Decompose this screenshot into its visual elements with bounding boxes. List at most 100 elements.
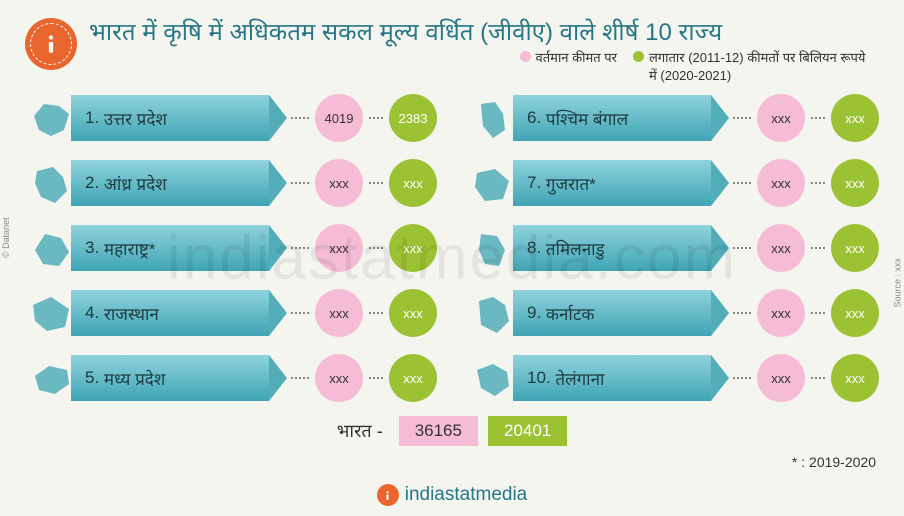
india-total-current: 36165 [399,416,478,446]
state-map-icon [25,157,77,209]
state-map-icon [25,352,77,404]
legend-constant-label: लगातार (2011-12) कीमतों पर बिलियन रूपये … [649,48,873,84]
state-banner: 10. तेलंगाना [513,355,711,401]
value-current: xxx [757,159,805,207]
connector [291,117,309,119]
state-rank: 2. [85,173,99,193]
state-name: कर्नाटक [546,302,595,325]
value-current: xxx [757,224,805,272]
footer-brand-text: indiastatmedia [405,484,528,506]
connector [733,247,751,249]
state-name: आंध्र प्रदेश [104,172,167,195]
connector [733,377,751,379]
connector [811,247,825,249]
state-map-icon [25,92,77,144]
connector [369,312,383,314]
state-banner: 5. मध्य प्रदेश [71,355,269,401]
state-map-icon [467,352,519,404]
connector [291,247,309,249]
legend-current: वर्तमान कीमत पर [520,48,617,66]
state-name: उत्तर प्रदेश [104,107,167,130]
legend-constant: लगातार (2011-12) कीमतों पर बिलियन रूपये … [633,48,873,84]
value-current: xxx [757,94,805,142]
state-row: 8. तमिलनाडु xxxxxx [467,220,879,276]
value-constant: xxx [831,94,879,142]
state-map-icon [467,92,519,144]
value-current: xxx [315,289,363,337]
value-current: xxx [315,159,363,207]
value-current: 4019 [315,94,363,142]
info-icon [381,489,394,502]
state-row: 1. उत्तर प्रदेश 4019 2383 [25,90,437,146]
value-current: xxx [757,289,805,337]
connector [811,312,825,314]
legend-current-label: वर्तमान कीमत पर [536,48,617,66]
india-total-label: भारत - [337,419,383,443]
info-icon [38,31,64,57]
footnote: * : 2019-2020 [792,454,876,470]
connector [811,377,825,379]
state-banner: 1. उत्तर प्रदेश [71,95,269,141]
connector [369,182,383,184]
state-banner: 4. राजस्थान [71,290,269,336]
state-map-icon [25,222,77,274]
info-badge [25,18,77,70]
state-map-icon [25,287,77,339]
state-name: राजस्थान [104,302,159,325]
state-row: 6. पश्चिम बंगाल xxxxxx [467,90,879,146]
state-rank: 4. [85,303,99,323]
value-constant: xxx [389,159,437,207]
connector [291,182,309,184]
connector [291,312,309,314]
state-row: 9. कर्नाटक xxxxxx [467,285,879,341]
state-banner: 7. गुजरात* [513,160,711,206]
value-constant: xxx [831,354,879,402]
connector [369,117,383,119]
credit-datanet: © Datanet [1,217,11,258]
connector [291,377,309,379]
state-map-icon [467,157,519,209]
state-name: पश्चिम बंगाल [546,107,628,130]
state-banner: 9. कर्नाटक [513,290,711,336]
connector [811,117,825,119]
value-constant: xxx [831,224,879,272]
india-total-constant: 20401 [488,416,567,446]
state-banner: 3. महाराष्ट्र* [71,225,269,271]
page-title: भारत में कृषि में अधिकतम सकल मूल्य वर्धि… [89,18,879,48]
legend-dot-pink [520,51,531,62]
connector [369,377,383,379]
state-rank: 5. [85,368,99,388]
footer-brand: indiastatmedia [377,484,528,506]
legend-dot-green [633,51,644,62]
state-name: तेलंगाना [555,367,604,390]
value-constant: xxx [831,289,879,337]
value-constant: xxx [831,159,879,207]
value-current: xxx [315,354,363,402]
state-banner: 2. आंध्र प्रदेश [71,160,269,206]
state-map-icon [467,287,519,339]
state-rank: 1. [85,108,99,128]
connector [733,182,751,184]
state-row: 10. तेलंगानाxxxxxx [467,350,879,406]
value-constant: 2383 [389,94,437,142]
credit-source: Source : xxx [893,258,903,308]
state-rank: 3. [85,238,99,258]
state-rank: 9. [527,303,541,323]
state-row: 3. महाराष्ट्र*xxxxxx [25,220,437,276]
state-name: महाराष्ट्र* [104,237,156,260]
state-name: मध्य प्रदेश [104,367,165,390]
connector [733,312,751,314]
value-constant: xxx [389,289,437,337]
state-row: 7. गुजरात* xxxxxx [467,155,879,211]
state-rank: 10. [527,368,551,388]
state-row: 2. आंध्र प्रदेश xxxxxx [25,155,437,211]
state-rank: 8. [527,238,541,258]
value-constant: xxx [389,354,437,402]
connector [369,247,383,249]
state-rank: 6. [527,108,541,128]
state-row: 4. राजस्थान xxxxxx [25,285,437,341]
state-rank: 7. [527,173,541,193]
state-name: तमिलनाडु [546,237,605,260]
state-row: 5. मध्य प्रदेश xxxxxx [25,350,437,406]
value-constant: xxx [389,224,437,272]
